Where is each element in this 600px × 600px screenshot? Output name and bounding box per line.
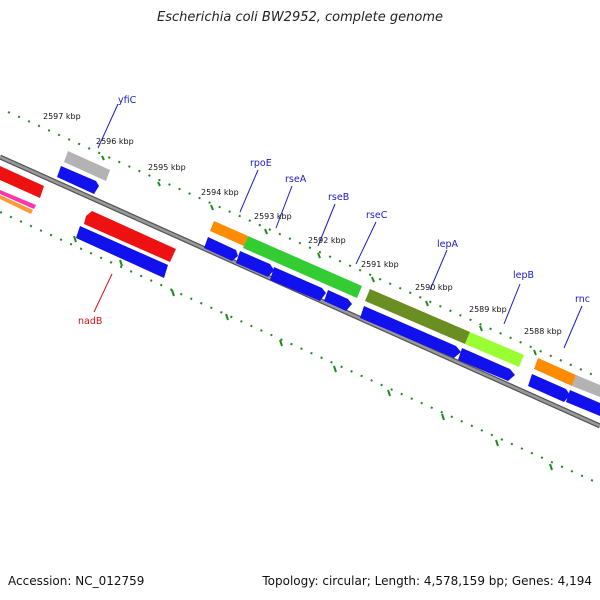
major-tick [533,349,537,356]
gene-label-rseB: rseB [328,192,349,203]
major-tick [371,276,375,283]
feature-cds [236,251,274,277]
tick-label: 2596 kbp [96,137,134,146]
major-tick [264,228,268,235]
gene-label-rnc: rnc [575,294,590,305]
tick-label: 2593 kbp [254,212,292,221]
feature-red [0,166,44,198]
feature-cds [324,290,352,311]
gene-label-lepB: lepB [513,270,534,281]
gene-label-rpoE: rpoE [250,158,272,169]
feature-gray [572,375,600,397]
major-tick [317,252,321,259]
major-tick [119,259,123,267]
tick-label: 2592 kbp [308,236,346,245]
feature-lepA [365,289,470,344]
feature-cds [458,348,515,381]
inner-tick-track [0,211,600,485]
feature-cds [76,226,168,278]
gene-label-lepA: lepA [437,239,459,250]
label-pointers [97,103,583,349]
feature-pink [0,190,36,209]
major-tick [101,155,105,161]
feature-cds [57,166,99,194]
tick-label: 2588 kbp [524,327,562,336]
feature-orange [0,195,33,214]
major-ticks [73,155,553,471]
major-tick [157,181,161,187]
pointer-rpoE [239,169,259,213]
outer-tick-track [7,111,600,379]
tick-label: 2597 kbp [43,112,81,121]
feature-lepB [465,332,524,367]
major-tick [549,463,553,471]
pointer-nadB [93,273,113,313]
tick-label: 2594 kbp [201,188,239,197]
major-tick [279,339,283,347]
feature-rpoE [210,221,248,246]
major-tick [441,413,445,421]
major-tick [425,300,429,307]
pointer-lepB [503,283,521,325]
major-tick [225,313,229,321]
gene-label-rseC: rseC [366,210,388,221]
gene-label-rseA: rseA [285,174,307,185]
feature-nadB [84,211,176,262]
tick-label: 2590 kbp [415,283,453,292]
gene-label-yfiC: yfiC [118,95,137,106]
feature-cds [270,267,326,301]
gene-labels: yfiC rpoE rseA rseB rseC lepA lepB rnc n… [78,95,590,327]
major-tick [479,325,483,332]
major-tick [73,235,77,243]
tick-label: 2589 kbp [469,305,507,314]
feature-cds [566,390,600,416]
major-tick [210,204,214,211]
pointer-rseA [275,185,293,229]
feature-cds [360,306,461,358]
pointer-lepA [429,249,448,291]
major-tick [333,365,337,373]
pointer-rseB [317,203,336,247]
tick-label: 2595 kbp [148,163,186,172]
pointer-rnc [563,305,583,349]
feature-rnc [534,358,576,386]
tick-labels: 2597 kbp 2596 kbp 2595 kbp 2594 kbp 2593… [43,112,562,336]
pointer-rseC [355,221,377,265]
gene-label-nadB: nadB [78,316,102,327]
genome-info-text: Topology: circular; Length: 4,578,159 bp… [262,574,592,588]
feature-yfiC [64,151,110,181]
map-title: Escherichia coli BW2952, complete genome [157,10,443,25]
tick-label: 2591 kbp [361,260,399,269]
major-tick [387,389,391,397]
feature-cds [528,374,570,402]
accession-text: Accession: NC_012759 [8,574,145,588]
feature-cds [204,237,238,261]
features [0,151,600,416]
feature-rseA [243,236,362,298]
major-tick [171,289,175,297]
major-tick [495,439,499,447]
pointer-yfiC [97,103,119,149]
